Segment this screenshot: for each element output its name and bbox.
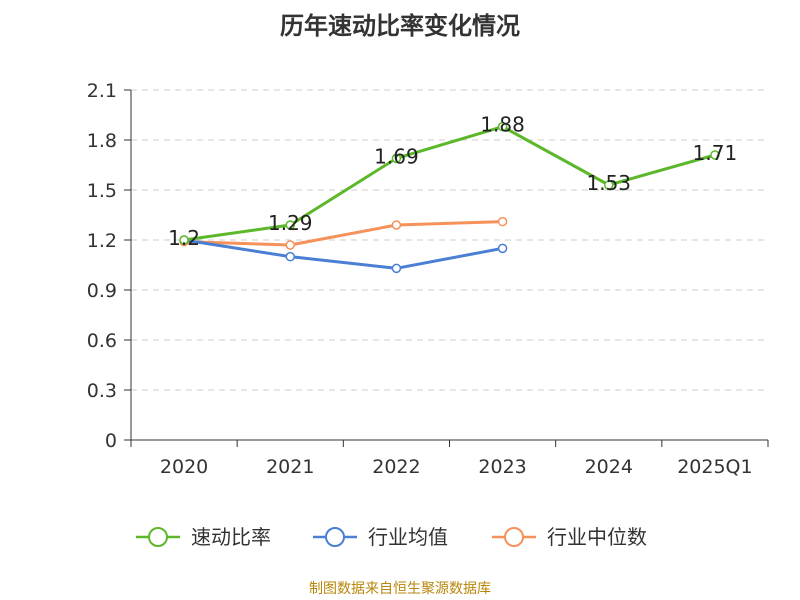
legend-marker [325,527,345,547]
data-point [285,251,295,262]
x-tick-label: 2022 [372,456,420,478]
data-label: 1.53 [586,171,631,195]
grid-lines [131,89,768,391]
legend: 速动比率 行业均值 行业中位数 [136,525,647,549]
legend-label: 行业均值 [368,525,448,549]
legend-label: 速动比率 [191,525,271,549]
data-point [285,240,295,250]
chart-title: 历年速动比率变化情况 [280,12,520,40]
data-label: 1.69 [374,144,419,168]
y-tick-label: 0.6 [87,330,117,352]
x-tick-label: 2020 [160,456,208,478]
y-tick-label: 2.1 [87,80,117,102]
legend-label: 行业中位数 [547,525,647,549]
data-point [391,220,402,230]
data-point [710,150,720,160]
x-tick-label: 2025Q1 [677,456,752,478]
data-point [285,220,295,230]
y-tick-label: 0.9 [87,280,117,302]
x-tick-label: 2024 [585,456,633,478]
data-point [604,180,614,190]
legend-marker [148,527,168,547]
data-point [497,243,508,254]
data-point [497,121,508,132]
x-tick-label: 2021 [266,456,314,478]
data-label: 1.71 [693,141,738,165]
data-labels: 1.2 1.29 1.69 1.88 1.53 1.71 [168,113,737,250]
y-tick-label: 0.3 [87,380,117,402]
data-point [497,216,508,227]
data-label: 1.29 [268,211,313,235]
series-line-2 [184,220,503,247]
y-tick-label: 1.5 [87,180,117,202]
source-footer: 制图数据来自恒生聚源数据库 [309,581,491,597]
x-tick-label: 2023 [478,456,526,478]
data-point [391,153,402,164]
series-line-0 [183,125,716,242]
series-line-1 [183,238,503,270]
data-label: 1.2 [168,226,200,250]
y-tick-label: 1.2 [87,230,117,252]
data-point [179,235,189,245]
legend-marker [504,527,524,547]
data-point [391,263,402,274]
series-lines [179,121,720,274]
legend-item: 行业均值 [313,525,448,549]
axes: 0 0.3 0.6 0.9 1.2 1.5 1.8 2.1 2020 2021 2022 2023 20… [87,80,769,478]
legend-item: 速动比率 [136,525,271,549]
data-label: 1.88 [480,113,525,137]
y-tick-label: 0 [105,430,117,452]
legend-item: 行业中位数 [492,525,647,549]
y-tick-label: 1.8 [87,130,117,152]
